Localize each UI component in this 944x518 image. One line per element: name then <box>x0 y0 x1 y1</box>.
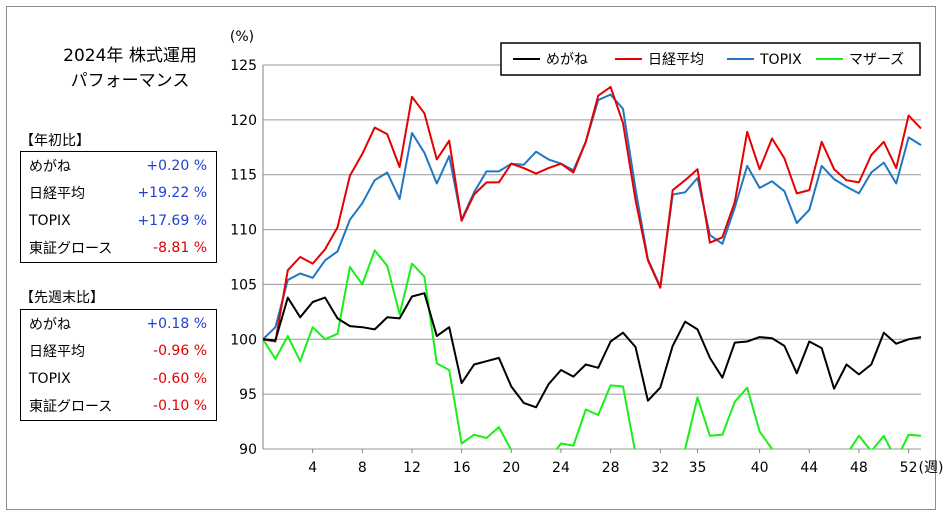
series-line-mothers <box>263 249 922 449</box>
y-tick-label: 90 <box>239 442 257 458</box>
wow-value: -0.60 % <box>153 370 207 387</box>
ytd-row: TOPIX +17.69 % <box>21 207 216 235</box>
wow-label: 【先週末比】 <box>20 290 104 306</box>
wow-row: めがね +0.18 % <box>21 310 216 338</box>
x-tick-label: 48 <box>850 460 868 476</box>
y-tick-label: 120 <box>230 113 257 129</box>
legend-label: マザーズ <box>849 52 904 68</box>
wow-row: 日経平均 -0.96 % <box>21 338 216 366</box>
series-line-megane <box>263 292 922 409</box>
ytd-value: -8.81 % <box>153 240 207 257</box>
ytd-row: めがね +0.20 % <box>21 152 216 180</box>
ytd-row: 東証グロース -8.81 % <box>21 235 216 263</box>
y-axis-unit-label: (%) <box>230 29 254 45</box>
wow-value: -0.96 % <box>153 343 207 360</box>
y-tick-label: 100 <box>230 332 257 348</box>
ytd-row: 日経平均 +19.22 % <box>21 180 216 208</box>
legend-box <box>500 42 921 76</box>
wow-value: -0.10 % <box>153 398 207 415</box>
title-line-1: 2024年 株式運用 <box>63 46 197 66</box>
x-tick-label: 52 <box>900 460 918 476</box>
x-tick-label: 24 <box>552 460 570 476</box>
series-line-topix <box>263 93 922 341</box>
wow-name: めがね <box>29 316 71 333</box>
wow-name: 日経平均 <box>29 344 85 361</box>
x-tick-label: 20 <box>502 460 520 476</box>
chart-frame <box>6 6 936 510</box>
x-tick-label: 12 <box>403 460 421 476</box>
title-line-2: パフォーマンス <box>70 71 190 91</box>
ytd-name: めがね <box>29 158 71 175</box>
wow-row: TOPIX -0.60 % <box>21 365 216 393</box>
ytd-table: めがね +0.20 % 日経平均 +19.22 % TOPIX +17.69 % 東証… <box>20 151 217 263</box>
y-tick-label: 115 <box>230 168 257 184</box>
x-tick-label: 44 <box>800 460 818 476</box>
x-axis-unit-label: (週) <box>919 460 944 476</box>
y-tick-label: 105 <box>230 277 257 293</box>
legend-label: 日経平均 <box>648 52 704 68</box>
y-tick-label: 125 <box>230 58 257 74</box>
ytd-label: 【年初比】 <box>20 133 90 149</box>
x-tick-label: 35 <box>689 460 707 476</box>
legend-label: TOPIX <box>759 52 802 68</box>
ytd-name: TOPIX <box>29 212 71 229</box>
x-tick-label: 4 <box>308 460 317 476</box>
x-tick-label: 8 <box>358 460 367 476</box>
wow-name: 東証グロース <box>29 399 113 416</box>
wow-row: 東証グロース -0.10 % <box>21 393 216 421</box>
series-line-nikkei <box>263 85 922 343</box>
x-tick-label: 40 <box>751 460 769 476</box>
ytd-value: +0.20 % <box>146 157 207 174</box>
ytd-value: +19.22 % <box>137 185 207 202</box>
y-tick-label: 95 <box>239 387 257 403</box>
chart-title: 2024年 株式運用 パフォーマンス <box>40 44 220 94</box>
ytd-name: 日経平均 <box>29 186 85 203</box>
y-tick-label: 110 <box>230 223 257 239</box>
wow-table: めがね +0.18 % 日経平均 -0.96 % TOPIX -0.60 % 東証グロ… <box>20 309 217 421</box>
wow-value: +0.18 % <box>146 315 207 332</box>
ytd-value: +17.69 % <box>137 212 207 229</box>
wow-name: TOPIX <box>29 370 71 387</box>
x-tick-label: 32 <box>651 460 669 476</box>
ytd-name: 東証グロース <box>29 241 113 258</box>
legend-label: めがね <box>546 52 588 68</box>
x-tick-label: 28 <box>602 460 620 476</box>
x-tick-label: 16 <box>453 460 471 476</box>
